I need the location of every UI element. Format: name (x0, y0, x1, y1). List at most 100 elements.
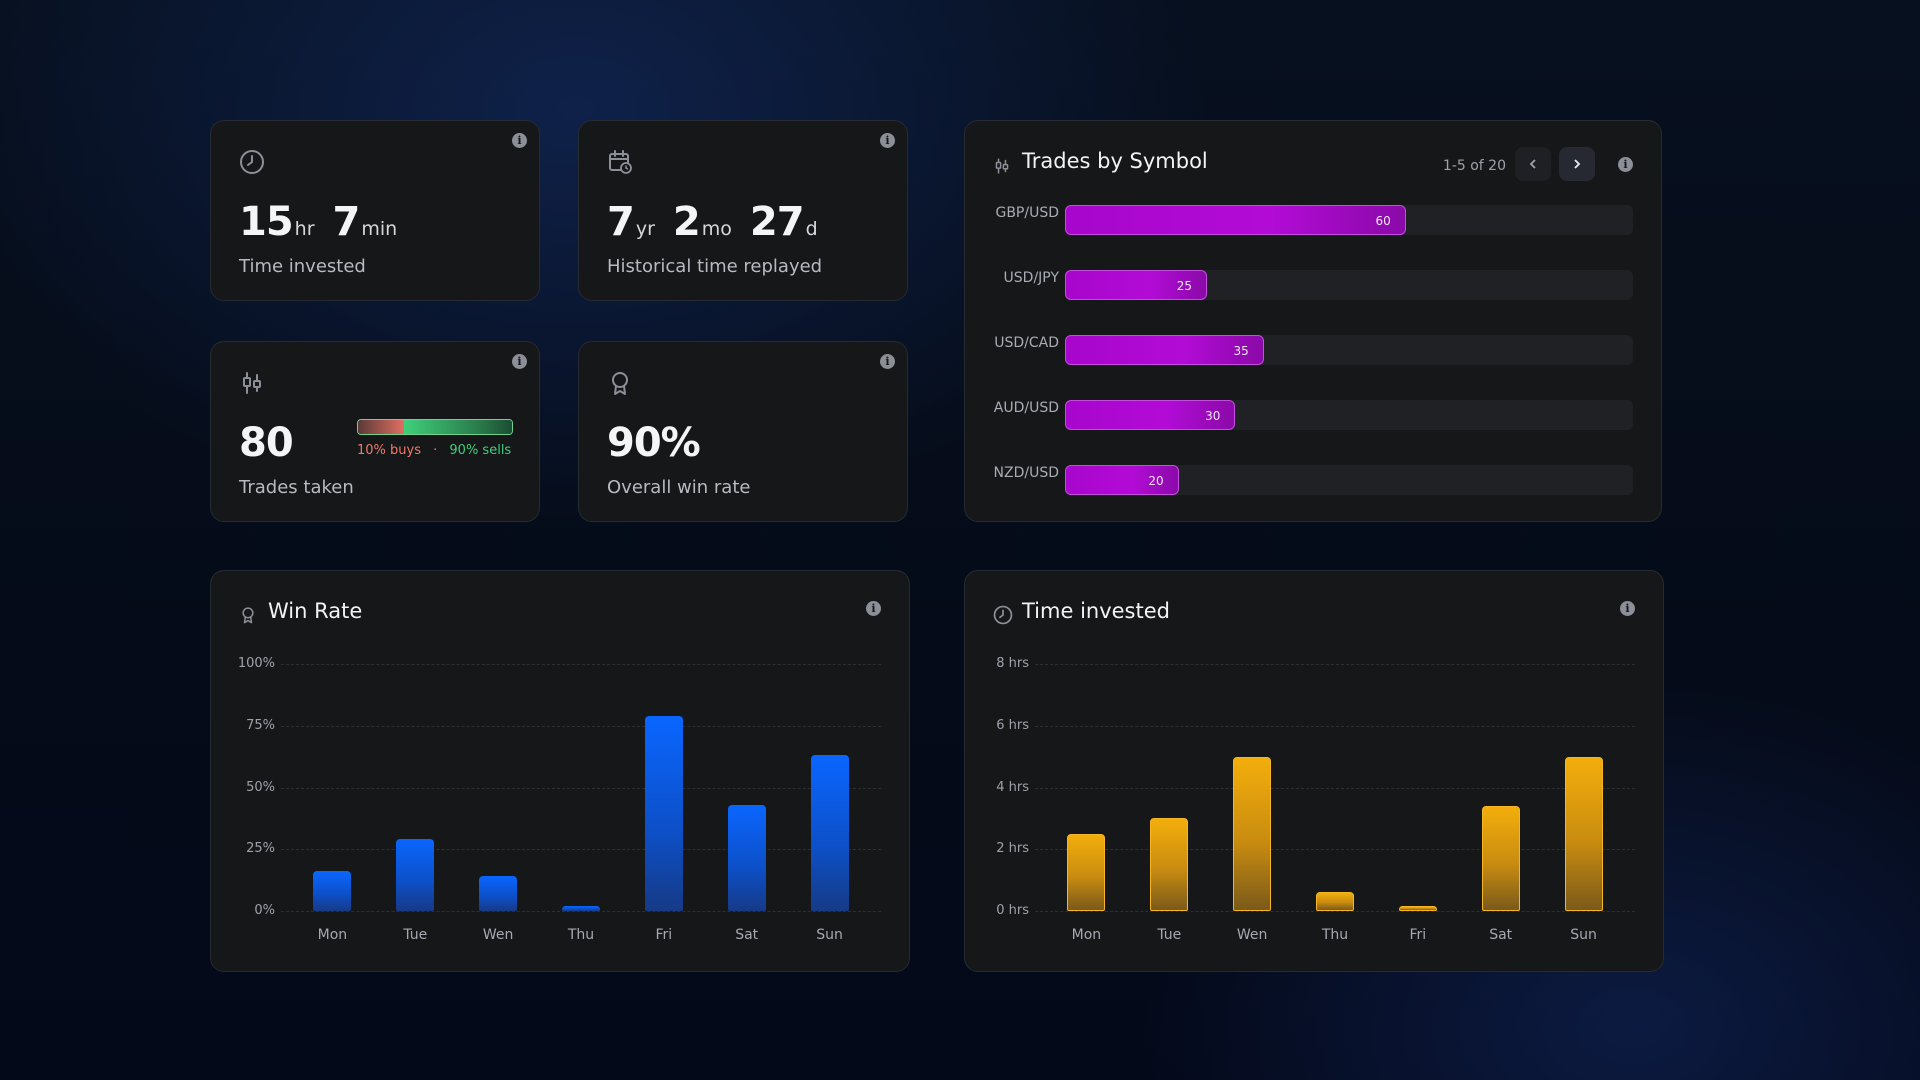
y-tick-label: 2 hrs (996, 841, 1029, 857)
chart-bar[interactable] (313, 871, 352, 911)
y-tick-label: 25% (246, 841, 275, 857)
x-tick-label: Sun (1570, 927, 1597, 943)
win-rate-chart-title: Win Rate (268, 599, 363, 623)
grid-line (281, 911, 881, 912)
historical-label: Historical time replayed (607, 256, 823, 277)
grid-line (1035, 725, 1635, 727)
symbol-bar-track: 35 (1065, 335, 1633, 365)
x-tick-label: Mon (1071, 927, 1102, 943)
time-invested-chart-card: Time invested i 0 hrs 2 hrs 4 hrs 6 hrs 8 hr… (964, 570, 1664, 972)
award-icon (242, 607, 254, 624)
symbol-label: AUD/USD (993, 400, 1059, 416)
info-icon[interactable]: i (866, 601, 881, 616)
symbol-row: AUD/USD 30 (965, 400, 1661, 430)
historical-value: 7 yr 2 mo 27 d (607, 199, 836, 245)
symbol-bar-track: 30 (1065, 400, 1633, 430)
info-icon[interactable]: i (880, 354, 895, 369)
symbol-bar[interactable]: 60 (1065, 205, 1406, 235)
trades-taken-card: i 80 10% buys · 90% sells Trades taken (210, 341, 540, 522)
win-rate-label: Overall win rate (607, 477, 751, 498)
sells-text: 90% sells (449, 443, 512, 458)
info-icon[interactable]: i (880, 133, 895, 148)
chart-bar[interactable] (810, 755, 849, 911)
months-unit: mo (701, 218, 732, 240)
y-tick-label: 4 hrs (996, 779, 1029, 795)
prev-page-button[interactable] (1515, 147, 1551, 181)
symbol-label: GBP/USD (995, 205, 1059, 221)
chart-bar[interactable] (562, 906, 600, 911)
chart-bar[interactable] (1316, 892, 1354, 911)
years-unit: yr (635, 218, 655, 240)
years-value: 7 (607, 199, 635, 245)
symbol-bar-track: 20 (1065, 465, 1633, 495)
buy-bar-segment (358, 420, 405, 434)
x-tick-label: Thu (567, 927, 595, 943)
y-tick-label: 75% (246, 717, 275, 733)
trades-by-symbol-card: Trades by Symbol 1-5 of 20 i GBP/USD 60 US… (964, 120, 1662, 522)
y-tick-label: 50% (246, 779, 275, 795)
symbol-bar[interactable]: 20 (1065, 465, 1179, 495)
candlestick-icon (243, 372, 261, 394)
x-tick-label: Fri (1409, 927, 1427, 943)
buys-text: 10% buys (357, 443, 421, 458)
chart-bar[interactable] (479, 876, 518, 911)
chart-bar[interactable] (727, 804, 766, 911)
chart-bar[interactable] (1481, 806, 1520, 911)
trades-by-symbol-title: Trades by Symbol (1022, 149, 1208, 173)
candlestick-icon (995, 158, 1009, 174)
chart-bar[interactable] (1398, 906, 1437, 911)
symbol-bar-value: 35 (1233, 344, 1249, 358)
next-page-button[interactable] (1559, 147, 1595, 181)
grid-line (1035, 664, 1635, 665)
chevron-right-icon (1574, 159, 1581, 169)
time-invested-label: Time invested (239, 256, 366, 277)
info-icon[interactable]: i (1618, 157, 1633, 172)
x-tick-label: Wen (1236, 927, 1268, 943)
info-icon[interactable]: i (1620, 601, 1635, 616)
win-rate-value-wrap: 90% (607, 420, 701, 466)
chart-bar[interactable] (1564, 756, 1603, 911)
grid-line (1035, 787, 1635, 789)
y-tick-label: 0 hrs (996, 903, 1029, 918)
symbol-bar[interactable]: 35 (1065, 335, 1264, 365)
grid-line (281, 849, 881, 851)
info-icon[interactable]: i (512, 354, 527, 369)
chart-bar[interactable] (1067, 833, 1106, 911)
symbol-bar[interactable]: 25 (1065, 270, 1207, 300)
hours-value: 15 (239, 199, 294, 245)
symbol-bar-value: 25 (1176, 279, 1192, 293)
calendar-clock-icon (609, 150, 632, 174)
grid-line (1035, 911, 1635, 912)
hours-unit: hr (294, 218, 315, 240)
x-tick-label: Mon (317, 927, 348, 943)
minutes-unit: min (361, 218, 398, 240)
grid-line (281, 787, 881, 789)
chart-bar[interactable] (1233, 756, 1272, 911)
win-rate-card: i 90% Overall win rate (578, 341, 908, 522)
symbol-row: NZD/USD 20 (965, 465, 1661, 495)
clock-icon (240, 150, 264, 174)
months-value: 2 (672, 199, 701, 245)
sell-bar-segment (404, 420, 512, 434)
trades-count-wrap: 80 (239, 420, 294, 466)
chart-bar[interactable] (396, 839, 435, 911)
clock-icon (993, 605, 1013, 625)
y-tick-label: 8 hrs (996, 656, 1029, 671)
symbol-label: USD/CAD (994, 335, 1059, 351)
time-invested-value: 15 hr 7 min (239, 199, 415, 245)
chart-bar[interactable] (1150, 818, 1189, 911)
win-rate-value: 90% (607, 420, 701, 466)
x-tick-label: Sun (816, 927, 843, 943)
y-tick-label: 0% (254, 903, 275, 918)
days-unit: d (805, 218, 818, 240)
info-icon[interactable]: i (512, 133, 527, 148)
chevron-left-icon (1529, 159, 1536, 169)
symbol-bar-value: 60 (1375, 214, 1391, 228)
symbol-row: USD/CAD 35 (965, 335, 1661, 365)
symbol-row: USD/JPY 25 (965, 270, 1661, 300)
grid-line (281, 664, 881, 665)
symbol-bar[interactable]: 30 (1065, 400, 1236, 430)
symbol-bar-value: 20 (1148, 474, 1164, 488)
award-icon (612, 372, 628, 395)
chart-bar[interactable] (644, 715, 683, 911)
